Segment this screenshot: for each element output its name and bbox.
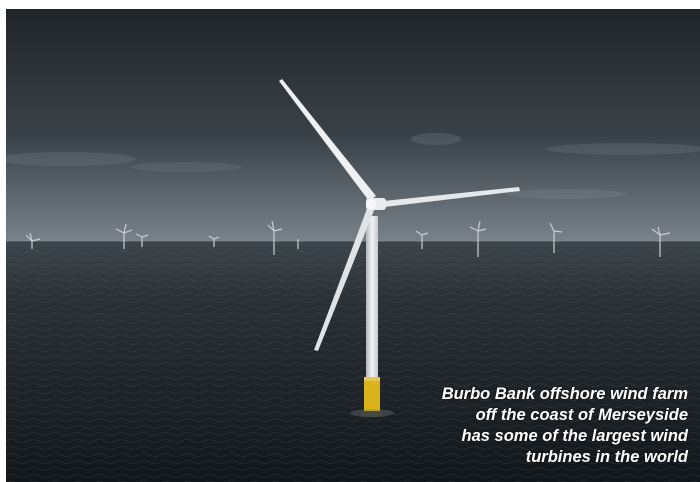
wind-farm-scene bbox=[6, 9, 700, 482]
turbine-hub bbox=[366, 199, 376, 209]
caption-line-1: Burbo Bank offshore wind farm bbox=[441, 385, 688, 403]
main-turbine bbox=[279, 79, 520, 417]
turbine-blade-lower bbox=[314, 206, 375, 351]
sky bbox=[6, 9, 700, 241]
distant-turbines bbox=[25, 220, 671, 257]
turbine-tower bbox=[366, 216, 378, 379]
photo-caption: Burbo Bank offshore wind farm off the co… bbox=[388, 384, 688, 468]
turbine-blade-right bbox=[374, 187, 520, 208]
turbine-foundation bbox=[364, 377, 380, 411]
caption-line-2: off the coast of Merseyside bbox=[475, 406, 688, 424]
caption-line-4: turbines in the world bbox=[525, 448, 688, 466]
clouds bbox=[6, 133, 700, 199]
caption-line-3: has some of the largest wind bbox=[461, 427, 688, 445]
turbine-blade-upper bbox=[279, 79, 376, 201]
wind-farm-photo bbox=[6, 9, 700, 482]
